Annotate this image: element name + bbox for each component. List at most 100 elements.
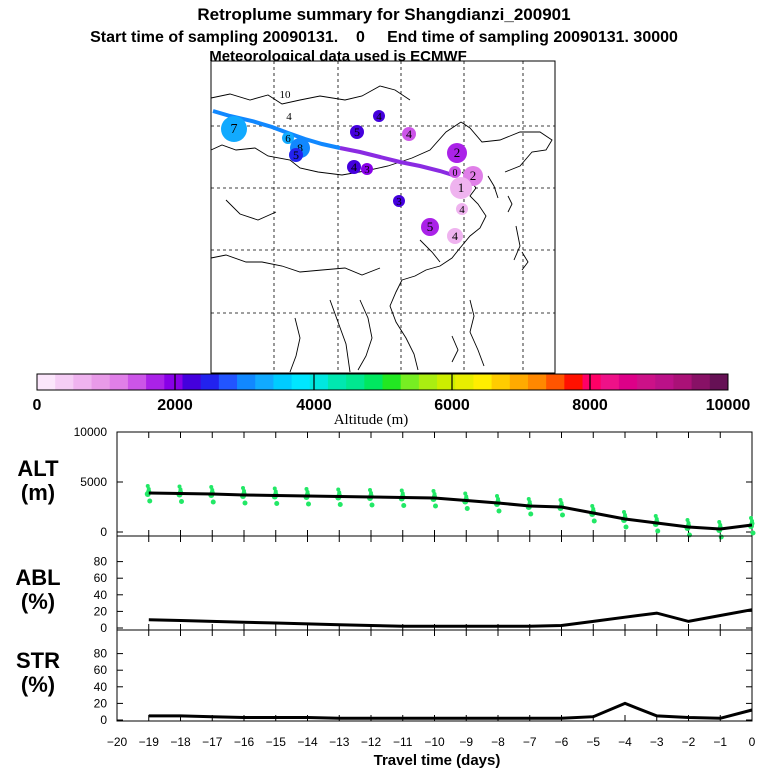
panel-frame-abl — [116, 535, 753, 631]
alt-scatter-point — [145, 484, 150, 488]
plume-point-marker — [450, 177, 472, 199]
coastline-segment — [451, 335, 459, 363]
plume-point-marker — [393, 195, 405, 207]
str-unit-label: (%) — [21, 672, 55, 697]
alt-unit-label: (m) — [21, 480, 55, 505]
colorbar-tick-label: 10000 — [706, 397, 751, 414]
x-tick-label: −20 — [107, 735, 128, 749]
x-axis-label: Travel time (days) — [374, 752, 501, 768]
y-tick-label: 0 — [100, 713, 107, 727]
y-tick-label: 40 — [94, 588, 108, 602]
alt-scatter-point — [496, 508, 502, 514]
colorbar-swatch — [473, 374, 493, 390]
plume-point-label: 8 — [297, 141, 303, 155]
map-coastlines — [210, 85, 553, 373]
plume-point-label: 10 — [280, 89, 292, 101]
coastline-segment — [419, 239, 441, 263]
colorbar-swatch — [55, 374, 74, 390]
sampling-time-line: Start time of sampling 20090131. 0 End t… — [90, 29, 678, 46]
colorbar-swatch — [255, 374, 274, 390]
colorbar-swatch — [109, 374, 129, 390]
alt-scatter-point — [401, 503, 407, 508]
y-tick-label: 5000 — [80, 475, 107, 489]
x-tick-label: −4 — [618, 735, 632, 749]
colorbar-swatch — [527, 374, 547, 390]
colorbar-swatch — [509, 374, 529, 390]
coastline-segment — [460, 121, 553, 173]
alt-scatter-point — [242, 500, 248, 506]
alt-scatter-point — [147, 498, 153, 504]
alt-scatter-point — [622, 510, 626, 514]
plume-point-marker — [221, 116, 247, 142]
y-tick-label: 20 — [94, 604, 108, 618]
alt-scatter-point — [653, 514, 658, 518]
alt-scatter-point — [399, 488, 404, 493]
colorbar-swatch — [655, 374, 674, 390]
y-tick-label: 40 — [94, 680, 108, 694]
x-tick-label: −6 — [555, 735, 569, 749]
plume-point-label: 4 — [286, 111, 292, 123]
colorbar-swatch — [164, 374, 183, 390]
alt-scatter-point — [560, 512, 565, 518]
x-tick-label: −12 — [361, 735, 382, 749]
coastline-segment — [210, 121, 462, 176]
y-tick-label: 0 — [100, 525, 107, 539]
coastline-segment — [210, 254, 381, 276]
x-tick-label: −9 — [459, 735, 473, 749]
colorbar-label: Altitude (m) — [334, 412, 409, 428]
plume-point-marker — [402, 127, 416, 141]
panel-frame-str — [116, 629, 753, 722]
abl-unit-label: (%) — [21, 589, 55, 614]
plume-point-marker — [289, 148, 303, 162]
colorbar-swatch — [182, 374, 202, 390]
colorbar-tick-label: 0 — [33, 397, 42, 414]
alt-scatter-point — [717, 520, 722, 524]
x-tick-label: −19 — [139, 735, 160, 749]
alt-scatter-point — [241, 486, 245, 490]
x-tick-label: −13 — [329, 735, 350, 749]
alt-scatter-point — [685, 518, 690, 522]
x-tick-label: 0 — [749, 735, 756, 749]
x-tick-label: −2 — [682, 735, 696, 749]
colorbar-swatch — [73, 374, 93, 390]
coastline-segment — [389, 279, 419, 371]
plume-point-label: 0 — [453, 168, 458, 179]
colorbar-swatch — [91, 374, 111, 390]
plume-point-marker — [361, 163, 373, 175]
colorbar-swatch — [237, 374, 256, 390]
alt-scatter-point — [179, 499, 184, 504]
alt-scatter-point — [750, 530, 756, 536]
colorbar-swatch — [400, 374, 420, 390]
trajectory-segment-lower — [339, 146, 457, 178]
alt-scatter-point — [272, 486, 277, 491]
coastline-segment — [401, 171, 487, 281]
x-tick-label: −16 — [234, 735, 255, 749]
plume-point-label: 5 — [354, 125, 360, 139]
alt-scatter-point — [528, 511, 534, 517]
alt-scatter-point — [687, 532, 692, 538]
alt-scatter-point — [431, 489, 436, 493]
plume-point-label: 7 — [231, 122, 238, 137]
altitude-colorbar: 0 2000 4000 6000 8000 10000 — [33, 373, 751, 414]
plume-point-marker — [447, 228, 463, 244]
alt-scatter-point — [177, 484, 182, 489]
coastline-segment — [210, 85, 411, 105]
coastline-segment — [521, 251, 529, 271]
alt-scatter-point — [274, 501, 280, 506]
x-tick-label: −1 — [713, 735, 727, 749]
coastline-segment — [513, 225, 521, 261]
colorbar-tick-label: 4000 — [296, 397, 332, 414]
x-tick-label: −18 — [170, 735, 191, 749]
coastline-segment — [289, 317, 301, 373]
plume-point-label: 4 — [351, 160, 357, 174]
map-frame — [210, 60, 556, 374]
alt-scatter-point — [749, 516, 753, 520]
x-tick-label: −7 — [523, 735, 537, 749]
colorbar-swatch — [618, 374, 638, 390]
plume-point-label: 2 — [470, 168, 477, 183]
colorbar-swatch — [709, 374, 729, 390]
colorbar-swatch — [382, 374, 402, 390]
alt-scatter-point — [336, 487, 341, 492]
